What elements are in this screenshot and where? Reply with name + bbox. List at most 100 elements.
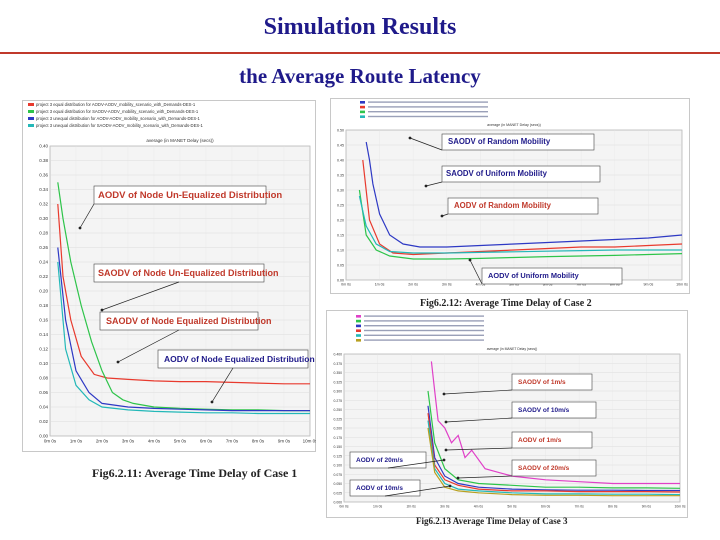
y-tick-label: 0.30 xyxy=(39,216,48,221)
legend-swatch xyxy=(360,115,365,118)
y-tick-label: 0.08 xyxy=(39,376,48,381)
y-tick-label: 0.36 xyxy=(39,173,48,178)
legend-text-bar xyxy=(364,325,484,327)
y-tick-label: 0.400 xyxy=(334,353,343,357)
title-divider xyxy=(0,52,720,54)
annotation-arrow xyxy=(409,137,443,151)
annotation-box xyxy=(511,401,597,419)
x-tick-label: 10m 0s xyxy=(676,283,688,287)
plot-title: average (in MANET Delay (secs)) xyxy=(487,347,538,351)
legend-swatch xyxy=(356,339,361,342)
annotation-arrow xyxy=(445,417,513,423)
caption-case1: Fig6.2.11: Average Time Delay of Case 1 xyxy=(92,466,298,480)
annotation-box xyxy=(441,133,595,151)
annotation-box xyxy=(511,431,593,449)
y-tick-label: 0.32 xyxy=(39,202,48,207)
series-line-4 xyxy=(57,261,310,415)
annotation-box xyxy=(93,185,267,205)
x-tick-label: 1m 0s xyxy=(375,283,385,287)
slide-title: Simulation Results xyxy=(263,14,457,40)
slide-subtitle: the Average Route Latency xyxy=(239,64,481,88)
y-tick-label: 0.225 xyxy=(334,417,343,421)
series-line-5 xyxy=(427,420,681,496)
annotation-label: SAODV of 10m/s xyxy=(518,407,570,414)
annotation-arrowhead xyxy=(444,420,448,424)
annotation-arrowhead xyxy=(408,136,412,140)
y-tick-label: 0.28 xyxy=(39,231,48,236)
annotation-label: AODV of 10m/s xyxy=(356,485,403,492)
y-tick-label: 0.200 xyxy=(334,427,343,431)
caption-case2: Fig6.2.12: Average Time Delay of Case 2 xyxy=(420,298,592,309)
annotation-arrow xyxy=(384,485,451,497)
series-line-4 xyxy=(358,195,682,254)
x-tick-label: 1m 0s xyxy=(373,504,383,508)
x-tick-label: 7m 0s xyxy=(576,283,586,287)
y-tick-label: 0.025 xyxy=(334,491,343,495)
y-tick-label: 0.150 xyxy=(334,445,343,449)
x-tick-label: 4m 0s xyxy=(148,439,161,444)
legend-text-bar xyxy=(368,115,488,118)
x-tick-label: 9m 0s xyxy=(642,504,652,508)
y-tick-label: 0.10 xyxy=(337,249,344,253)
x-tick-label: 3m 0s xyxy=(440,504,450,508)
legend-text-bar xyxy=(364,339,484,341)
chart-case3: average (in MANET Delay (secs)) 0.000 0.02… xyxy=(326,310,688,518)
legend-label: project 3 equal distribution for SAODV-A… xyxy=(36,109,199,114)
annotation-arrowhead xyxy=(210,400,214,404)
plot-title: average (in MANET Delay (secs)) xyxy=(146,138,214,143)
annotation-arrowhead xyxy=(424,184,428,188)
annotation-arrow xyxy=(457,475,513,479)
x-tick-label: 7m 0s xyxy=(226,439,239,444)
x-tick-label: 10m 0s xyxy=(674,504,685,508)
annotation-box xyxy=(511,373,593,391)
legend-swatch xyxy=(360,110,365,114)
caption-case3: Fig6.2.13 Average Time Delay of Case 3 xyxy=(416,516,568,526)
annotation-arrow xyxy=(425,181,443,187)
chart-case2: average (in MANET Delay (secs)) 0.00 0.05 0… xyxy=(330,98,690,294)
annotation-label: SAODV of Node Un-Equalized Distribution xyxy=(98,268,279,278)
y-tick-label: 0.34 xyxy=(39,187,48,192)
y-tick-label: 0.25 xyxy=(337,204,344,208)
x-tick-label: 3m 0s xyxy=(442,283,452,287)
annotation-arrowhead xyxy=(442,458,446,462)
y-tick-label: 0.350 xyxy=(334,371,343,375)
x-tick-label: 2m 0s xyxy=(408,283,418,287)
x-tick-label: 6m 0s xyxy=(543,283,553,287)
annotation-label: SAODV of 1m/s xyxy=(518,379,566,386)
x-tick-label: 8m 0s xyxy=(608,504,618,508)
legend-text-bar xyxy=(364,315,484,317)
x-tick-label: 3m 0s xyxy=(122,439,135,444)
x-tick-label: 5m 0s xyxy=(509,283,519,287)
legend-swatch xyxy=(356,324,361,328)
annotation-arrow xyxy=(469,259,483,285)
series-line-1 xyxy=(57,203,310,385)
legend-text-bar xyxy=(368,106,488,108)
x-tick-label: 2m 0s xyxy=(407,504,417,508)
annotation-box xyxy=(481,267,623,285)
annotation-arrow xyxy=(445,447,513,451)
y-tick-label: 0.250 xyxy=(334,408,343,412)
legend-label: project 3 unequal distribution for AODV-… xyxy=(36,116,201,121)
annotation-label: AODV of Uniform Mobility xyxy=(488,271,580,280)
y-tick-label: 0.22 xyxy=(39,274,48,279)
y-tick-label: 0.04 xyxy=(39,405,48,410)
y-tick-label: 0.15 xyxy=(337,234,344,238)
annotation-label: SAODV of Random Mobility xyxy=(448,137,551,146)
annotation-arrowhead xyxy=(456,476,460,480)
y-tick-label: 0.075 xyxy=(334,473,343,477)
y-tick-label: 0.00 xyxy=(337,279,344,283)
y-tick-label: 0.375 xyxy=(334,362,343,366)
series-line-1 xyxy=(430,361,680,485)
annotation-arrow xyxy=(101,281,180,311)
y-tick-label: 0.18 xyxy=(39,303,48,308)
legend-swatch xyxy=(356,329,361,332)
plot-title: average (in MANET Delay (secs)) xyxy=(487,123,541,127)
legend-text-bar xyxy=(364,320,484,322)
x-tick-label: 5m 0s xyxy=(174,439,187,444)
x-tick-label: 6m 0s xyxy=(541,504,551,508)
y-tick-label: 0.06 xyxy=(39,390,48,395)
y-tick-label: 0.20 xyxy=(39,289,48,294)
y-tick-label: 0.14 xyxy=(39,332,48,337)
x-tick-label: 0m 0s xyxy=(339,504,349,508)
x-tick-label: 2m 0s xyxy=(96,439,109,444)
